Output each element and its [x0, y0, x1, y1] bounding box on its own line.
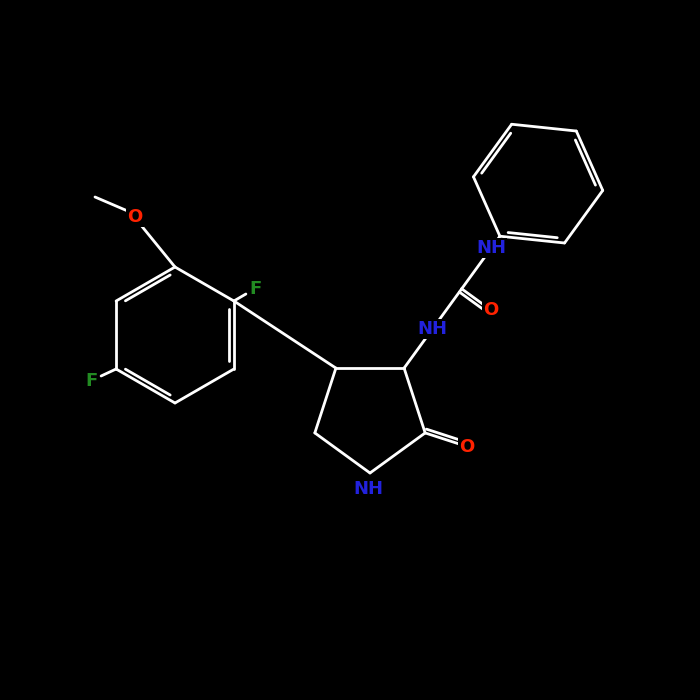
Text: NH: NH: [476, 239, 506, 258]
Text: O: O: [483, 301, 498, 319]
Text: F: F: [85, 372, 97, 390]
Text: NH: NH: [353, 480, 383, 498]
Text: F: F: [250, 280, 262, 298]
Text: O: O: [459, 438, 475, 456]
Text: NH: NH: [417, 320, 447, 338]
Text: O: O: [127, 208, 143, 226]
